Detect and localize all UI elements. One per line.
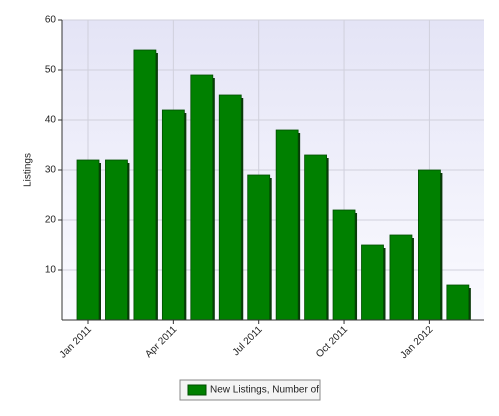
bar (361, 244, 384, 321)
bar (247, 174, 271, 321)
y-tick-label: 20 (45, 215, 57, 226)
x-tick-label: Jan 2011 (58, 324, 95, 361)
x-tick-label: Jul 2011 (231, 324, 265, 358)
y-tick-label: 40 (45, 115, 57, 126)
bar (417, 169, 441, 321)
y-tick-label: 30 (45, 165, 57, 176)
legend-swatch (187, 384, 207, 396)
bar (190, 74, 214, 321)
bar (332, 209, 356, 321)
y-tick-label: 60 (45, 15, 57, 26)
bar (105, 159, 128, 321)
bar (389, 234, 413, 321)
bar (275, 129, 299, 321)
x-tick-label: Oct 2011 (314, 324, 350, 360)
x-tick-label: Apr 2011 (143, 324, 179, 360)
bar (446, 284, 470, 321)
bar (218, 94, 242, 321)
y-tick-label: 50 (45, 65, 57, 76)
bar (76, 159, 100, 321)
y-axis-label: Listings (23, 153, 34, 187)
legend (179, 379, 321, 401)
legend-label: New Listings, Number of (210, 385, 319, 396)
bar (304, 154, 328, 321)
bar (133, 49, 157, 321)
bar (161, 109, 185, 321)
y-tick-label: 10 (45, 265, 57, 276)
x-tick-label: Jan 2012 (399, 324, 436, 361)
